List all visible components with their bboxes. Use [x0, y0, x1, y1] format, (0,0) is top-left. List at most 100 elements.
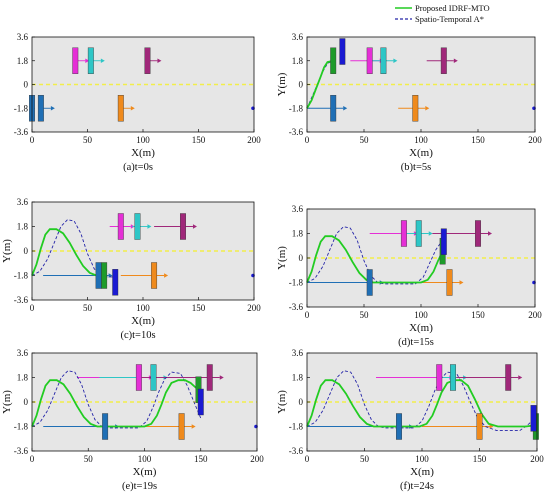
plot-area: [32, 202, 254, 300]
vehicle-heading-arrow: [343, 106, 348, 111]
y-tick-label: 1.8: [292, 56, 304, 66]
x-tick-label: 0: [30, 135, 35, 145]
vehicle-cyan: [415, 220, 422, 247]
x-axis-label: X(m): [410, 466, 434, 478]
y-tick-label: 3.6: [292, 32, 304, 42]
panel-caption: (f)t=24s: [400, 481, 434, 492]
vehicle-heading-arrow: [164, 273, 169, 278]
y-tick-label: 3.6: [17, 348, 29, 358]
x-tick-label: 50: [360, 310, 370, 320]
y-tick-label: 3.6: [17, 197, 29, 207]
vehicle-heading-arrow: [453, 58, 458, 63]
y-tick-label: -3.6: [14, 295, 29, 305]
vehicle-blue: [396, 413, 402, 440]
vehicle-orange: [151, 262, 158, 289]
y-axis-label: Y(m): [276, 246, 288, 270]
x-tick-label: 150: [471, 135, 485, 145]
x-tick-label: 100: [138, 454, 152, 464]
y-tick-label: -3.6: [14, 127, 29, 137]
astar-path-line: [306, 60, 334, 109]
vehicle-heading-arrow: [518, 375, 523, 380]
vehicle-heading-arrow: [85, 58, 90, 63]
plot-frame: [306, 352, 538, 452]
x-tick-label: 50: [360, 454, 370, 464]
y-tick-label: -1.8: [14, 271, 29, 281]
x-tick-label: 200: [528, 310, 542, 320]
plot-frame: [31, 201, 255, 301]
vehicle-orange: [117, 95, 124, 122]
vehicle-heading-arrow: [157, 58, 162, 63]
vehicle-orange: [446, 269, 453, 296]
y-tick-label: 3.6: [292, 204, 304, 214]
vehicle-purple: [144, 47, 151, 74]
x-tick-label: 0: [30, 454, 35, 464]
x-tick-label: 100: [414, 310, 428, 320]
vehicle-magenta: [436, 364, 443, 391]
panel-caption: (c)t=10s: [120, 330, 155, 341]
plot-frame: [31, 36, 255, 133]
vehicle-heading-arrow: [147, 224, 152, 229]
x-axis-label: X(m): [409, 322, 433, 334]
x-tick-label: 200: [528, 135, 542, 145]
vehicle-navy: [530, 405, 537, 432]
y-tick-label: -3.6: [289, 446, 304, 456]
vehicle-purple: [505, 364, 512, 391]
vehicle-blue: [102, 413, 109, 440]
vehicle-purple: [206, 364, 213, 391]
y-tick-label: 0: [299, 253, 304, 263]
panel-2: 0 50 100 150 200 3.6 1.8 0 -1.8 -3.6 X(m) Y(m) (b)t=…: [276, 32, 542, 173]
vehicle-heading-arrow: [219, 375, 224, 380]
panel-3: 0 50 100 150 200 3.6 1.8 0 -1.8 -3.6 X(m) Y(m) (c)t=…: [1, 197, 261, 341]
y-tick-label: -1.8: [289, 103, 304, 113]
x-tick-label: 150: [192, 303, 206, 313]
idrf-path-line: [306, 59, 334, 109]
panel-4: 0 50 100 150 200 3.6 1.8 0 -1.8 -3.6 X(m) Y(m) (d)t=…: [276, 204, 542, 348]
vehicle-magenta: [117, 213, 124, 240]
vehicle-cyan: [150, 364, 157, 391]
y-axis-label: Y(m): [276, 72, 288, 96]
x-tick-label: 200: [247, 303, 261, 313]
vehicle-magenta: [400, 220, 407, 247]
vehicle-cyan: [380, 47, 387, 74]
vehicle-heading-arrow: [428, 231, 433, 236]
plot-area: [32, 37, 254, 132]
x-axis-label: X(m): [409, 147, 433, 159]
x-tick-label: 50: [84, 454, 94, 464]
vehicle-heading-arrow: [393, 58, 398, 63]
x-axis-label: X(m): [131, 147, 155, 159]
vehicle-heading-arrow: [192, 224, 197, 229]
plot-frame: [306, 36, 536, 133]
y-axis-label: Y(m): [1, 390, 13, 414]
panel-caption: (b)t=5s: [401, 162, 431, 173]
legend-label-idrf: Proposed IDRF-MTO: [415, 3, 490, 13]
x-tick-label: 0: [30, 303, 35, 313]
vehicle-navy: [339, 38, 346, 65]
vehicle-navy: [197, 388, 204, 416]
y-tick-label: 0: [24, 80, 29, 90]
vehicle-cyan: [450, 364, 456, 391]
panel-caption: (d)t=15s: [398, 337, 434, 348]
vehicle-orange: [476, 413, 483, 440]
vehicle-heading-arrow: [130, 106, 135, 111]
x-tick-label: 0: [305, 454, 310, 464]
vehicle-blue: [330, 95, 337, 122]
y-tick-label: -3.6: [14, 446, 29, 456]
x-tick-label: 150: [471, 310, 485, 320]
vehicle-cyan: [87, 47, 94, 74]
vehicle-green: [101, 262, 108, 289]
y-axis-label: Y(m): [276, 390, 288, 414]
vehicle-cyan: [134, 213, 141, 240]
x-tick-label: 100: [415, 454, 429, 464]
x-tick-label: 50: [83, 303, 93, 313]
y-tick-label: 1.8: [292, 229, 304, 239]
x-tick-label: 200: [250, 454, 264, 464]
y-tick-label: 3.6: [292, 348, 304, 358]
astar-path-line: [31, 370, 202, 429]
vehicle-purple: [475, 220, 481, 247]
idrf-path-line: [306, 235, 444, 284]
y-tick-label: -3.6: [289, 302, 304, 312]
plot-frame: [306, 208, 536, 308]
vehicle-heading-arrow: [425, 106, 430, 111]
idrf-path-line: [31, 228, 105, 277]
legend-label-astar: Spatio-Temporal A*: [415, 14, 484, 24]
